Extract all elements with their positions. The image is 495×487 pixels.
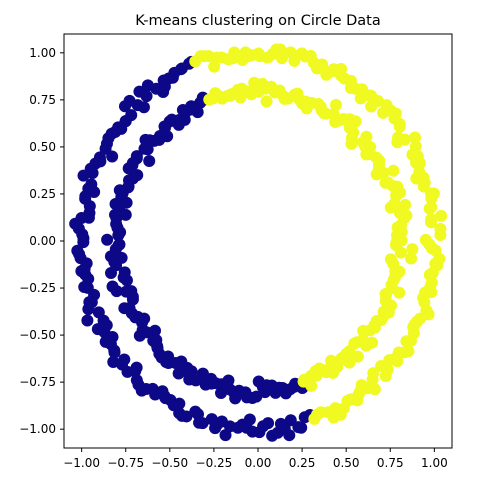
scatter-point-cluster-0 — [173, 397, 186, 410]
scatter-point-cluster-0 — [77, 236, 90, 249]
scatter-point-cluster-0 — [139, 133, 152, 146]
scatter-point-cluster-0 — [118, 100, 131, 113]
scatter-point-cluster-0 — [119, 208, 132, 221]
scatter-point-cluster-1 — [409, 131, 422, 144]
y-tick-label: 0.00 — [29, 234, 56, 248]
scatter-point-cluster-1 — [189, 55, 202, 68]
scatter-point-cluster-1 — [402, 345, 415, 358]
scatter-point-cluster-1 — [406, 243, 419, 256]
x-tick-label: 0.50 — [333, 456, 360, 470]
scatter-point-cluster-1 — [379, 176, 392, 189]
scatter-point-cluster-1 — [366, 336, 379, 349]
scatter-point-cluster-0 — [262, 417, 275, 430]
scatter-point-cluster-1 — [390, 236, 403, 249]
scatter-point-cluster-0 — [81, 314, 94, 327]
scatter-point-cluster-0 — [149, 324, 162, 337]
x-tick-label: −0.25 — [196, 456, 233, 470]
scatter-point-cluster-1 — [305, 379, 318, 392]
scatter-point-cluster-0 — [196, 417, 209, 430]
scatter-point-cluster-1 — [384, 253, 397, 266]
scatter-point-cluster-0 — [295, 421, 308, 434]
scatter-point-cluster-1 — [435, 209, 448, 222]
scatter-point-cluster-0 — [283, 429, 296, 442]
x-tick-label: −1.00 — [63, 456, 100, 470]
scatter-point-cluster-1 — [423, 238, 436, 251]
y-tick-label: −1.00 — [19, 422, 56, 436]
scatter-points — [69, 43, 448, 442]
scatter-point-cluster-1 — [284, 46, 297, 59]
scatter-point-cluster-1 — [425, 201, 438, 214]
y-tick-label: 0.25 — [29, 187, 56, 201]
y-tick-label: 0.75 — [29, 93, 56, 107]
scatter-point-cluster-0 — [106, 150, 119, 163]
scatter-point-cluster-0 — [122, 162, 135, 175]
scatter-point-cluster-0 — [143, 155, 156, 168]
x-axis: −1.00 −0.75 −0.50 −0.25 0.00 0.25 0.50 0.75 1.00 — [63, 448, 448, 470]
scatter-point-cluster-1 — [208, 60, 221, 73]
chart-title: K-means clustering on Circle Data — [135, 13, 380, 29]
y-tick-label: −0.75 — [19, 375, 56, 389]
scatter-point-cluster-1 — [330, 98, 343, 111]
y-tick-label: −0.25 — [19, 281, 56, 295]
scatter-point-cluster-1 — [399, 198, 412, 211]
x-tick-label: −0.75 — [107, 456, 144, 470]
scatter-point-cluster-1 — [387, 164, 400, 177]
scatter-point-cluster-1 — [203, 93, 216, 106]
scatter-point-cluster-0 — [86, 166, 99, 179]
scatter-point-cluster-1 — [368, 383, 381, 396]
scatter-point-cluster-1 — [320, 68, 333, 81]
x-tick-label: 1.00 — [421, 456, 448, 470]
scatter-point-cluster-1 — [248, 76, 261, 89]
scatter-point-cluster-0 — [108, 346, 121, 359]
scatter-point-cluster-1 — [236, 53, 249, 66]
scatter-point-cluster-0 — [243, 413, 256, 426]
scatter-point-cluster-0 — [141, 79, 154, 92]
scatter-point-cluster-1 — [392, 131, 405, 144]
y-axis: −1.00 −0.75 −0.50 −0.25 0.00 0.25 0.50 0.75 1.00 — [19, 46, 64, 436]
scatter-point-cluster-0 — [112, 229, 125, 242]
x-tick-label: 0.75 — [377, 456, 404, 470]
scatter-point-cluster-1 — [425, 213, 438, 226]
scatter-point-cluster-1 — [354, 92, 367, 105]
scatter-point-cluster-0 — [101, 233, 114, 246]
scatter-point-cluster-1 — [381, 363, 394, 376]
scatter-point-cluster-0 — [133, 85, 146, 98]
x-tick-label: 0.25 — [289, 456, 316, 470]
x-tick-label: −0.50 — [151, 456, 188, 470]
scatter-point-cluster-0 — [77, 169, 90, 182]
y-tick-label: −0.50 — [19, 328, 56, 342]
scatter-point-cluster-1 — [351, 350, 364, 363]
y-tick-label: 1.00 — [29, 46, 56, 60]
y-tick-label: 0.50 — [29, 140, 56, 154]
scatter-point-cluster-0 — [129, 365, 142, 378]
scatter-point-cluster-0 — [176, 103, 189, 116]
scatter-point-cluster-0 — [105, 266, 118, 279]
scatter-point-cluster-1 — [343, 121, 356, 134]
scatter-point-cluster-1 — [260, 95, 273, 108]
scatter-point-cluster-0 — [120, 274, 133, 287]
scatter-point-cluster-0 — [284, 414, 297, 427]
scatter-point-cluster-1 — [413, 166, 426, 179]
scatter-point-cluster-1 — [360, 130, 373, 143]
scatter-point-cluster-0 — [110, 285, 123, 298]
scatter-point-cluster-1 — [365, 100, 378, 113]
x-tick-label: 0.00 — [245, 456, 272, 470]
scatter-point-cluster-1 — [409, 140, 422, 153]
scatter-point-cluster-0 — [138, 142, 151, 155]
scatter-point-cluster-0 — [82, 303, 95, 316]
scatter-point-cluster-1 — [356, 334, 369, 347]
scatter-point-cluster-0 — [120, 196, 133, 209]
scatter-point-cluster-0 — [194, 96, 207, 109]
scatter-point-cluster-0 — [180, 410, 193, 423]
scatter-point-cluster-1 — [405, 252, 418, 265]
scatter-point-cluster-1 — [367, 367, 380, 380]
scatter-point-cluster-0 — [222, 374, 235, 387]
scatter-point-cluster-1 — [434, 222, 447, 235]
